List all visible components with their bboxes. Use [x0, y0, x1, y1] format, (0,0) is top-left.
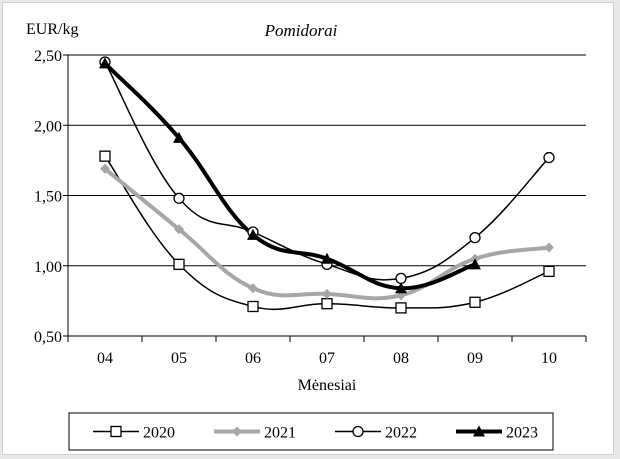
chart-title: Pomidorai [264, 21, 338, 40]
point-2021-05 [174, 224, 184, 235]
point-2021-10 [544, 242, 554, 253]
legend-marker-2022 [352, 425, 364, 438]
series-line-2022 [104, 61, 550, 281]
point-2020-08 [395, 302, 407, 314]
legend-marker-2020 [110, 425, 122, 438]
point-2023-08 [395, 282, 407, 294]
x-tick-label-09: 09 [467, 350, 483, 367]
legend-marker-2021 [232, 426, 242, 437]
y-tick-label-2: 1,50 [34, 189, 62, 206]
x-tick-label-07: 07 [319, 350, 335, 367]
y-tick-label-0: 0,50 [34, 329, 62, 346]
x-tick-label-05: 05 [171, 350, 187, 367]
point-2020-04 [99, 150, 111, 162]
x-tick-label-06: 06 [245, 350, 261, 367]
legend-label-2023: 2023 [506, 425, 538, 442]
point-2023-06 [247, 228, 259, 240]
series-line-2023 [103, 62, 476, 291]
tick-labels: 0,50 1,00 1,50 2,00 2,50 04 05 06 07 08 09 10 [34, 48, 587, 367]
series-markers [99, 56, 555, 314]
point-2021-04 [100, 163, 110, 174]
point-2022-09 [469, 231, 481, 244]
point-2023-07 [321, 252, 333, 264]
x-axis-label: Mėnesiai [298, 377, 357, 394]
legend-label-2022: 2022 [385, 425, 417, 442]
legend: 2020 2021 2022 2023 [68, 412, 554, 451]
chart-frame [2, 2, 614, 455]
gridlines [68, 54, 586, 267]
x-tick-label-10: 10 [541, 350, 557, 367]
point-2022-10 [543, 151, 555, 164]
point-2021-07 [322, 288, 332, 299]
y-axis-label: EUR/kg [26, 21, 78, 38]
point-2020-10 [543, 265, 555, 278]
point-2022-08 [395, 272, 407, 285]
point-2020-09 [469, 296, 481, 308]
legend-label-2020: 2020 [143, 425, 175, 442]
point-2023-05 [173, 131, 185, 143]
x-tick-label-04: 04 [97, 350, 113, 367]
x-tick-label-08: 08 [393, 350, 409, 367]
series-lines [103, 61, 550, 311]
legend-marker-2023 [473, 425, 485, 437]
point-2023-09 [469, 258, 481, 270]
y-tick-label-4: 2,50 [34, 48, 62, 65]
point-2020-05 [173, 258, 185, 270]
y-tick-label-3: 2,00 [34, 118, 62, 135]
point-2021-06 [248, 283, 258, 294]
y-tick-label-1: 1,00 [34, 259, 62, 276]
point-2020-07 [321, 298, 333, 310]
point-2022-05 [173, 192, 185, 204]
legend-label-2021: 2021 [264, 425, 296, 442]
point-2023-04 [99, 57, 111, 69]
point-2020-06 [247, 300, 259, 313]
series-line-2020 [104, 155, 550, 311]
